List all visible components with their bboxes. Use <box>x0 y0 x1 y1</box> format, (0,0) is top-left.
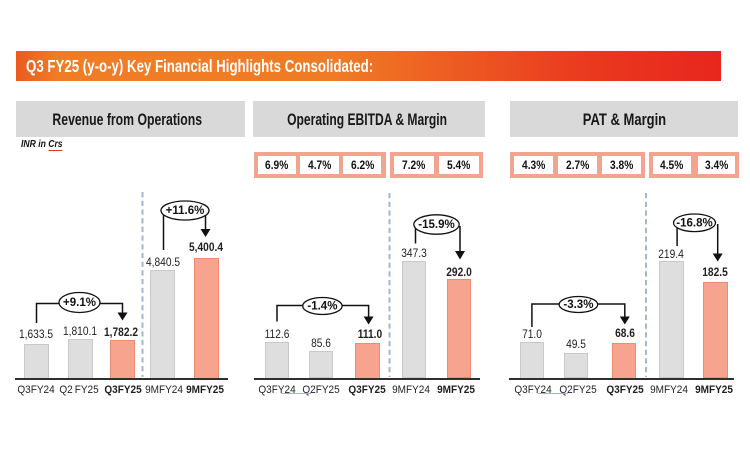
svg-text:-1.4%: -1.4% <box>307 301 337 313</box>
svg-text:+9.1%: +9.1% <box>63 297 96 309</box>
svg-text:-15.9%: -15.9% <box>418 219 454 231</box>
svg-text:+11.6%: +11.6% <box>166 205 205 217</box>
svg-text:-3.3%: -3.3% <box>563 299 593 311</box>
svg-text:-16.8%: -16.8% <box>676 217 712 229</box>
